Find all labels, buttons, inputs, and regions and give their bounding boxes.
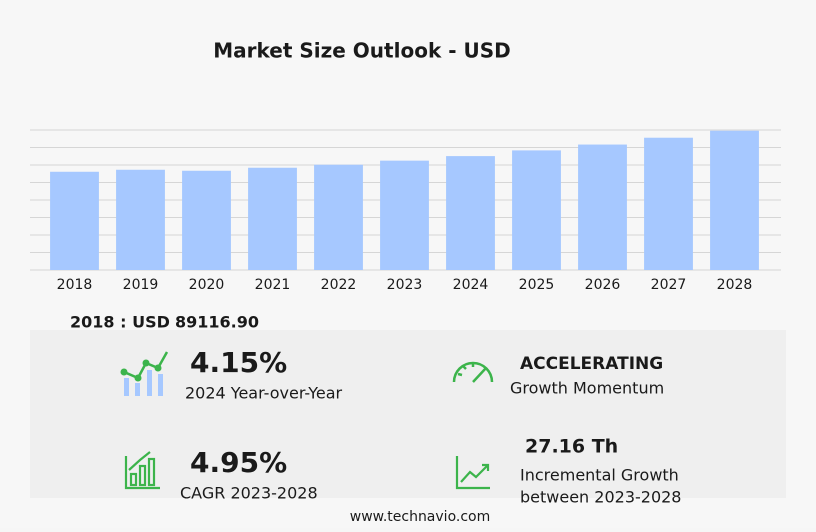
kpi-label: Incremental Growth <box>520 466 679 485</box>
x-tick-label: 2019 <box>123 277 159 293</box>
bar <box>446 156 495 270</box>
highlight-label: 2018 : USD <box>70 313 170 332</box>
bar <box>710 130 759 270</box>
x-tick-label: 2021 <box>255 277 291 293</box>
kpi-panel <box>30 330 786 498</box>
kpi-value: 4.15% <box>190 346 287 379</box>
x-tick-label: 2023 <box>387 277 423 293</box>
footer: www.technavio.com <box>350 509 491 525</box>
bar <box>182 170 231 270</box>
bar <box>50 171 99 270</box>
bar <box>248 167 297 270</box>
kpi-value: 4.95% <box>190 446 287 479</box>
chart-title: Market Size Outlook - USD <box>213 39 510 63</box>
highlight-value: 89116.90 <box>175 313 259 332</box>
kpi-label: 2024 Year-over-Year <box>185 384 343 403</box>
x-tick-label: 2027 <box>651 277 687 293</box>
x-tick-label: 2018 <box>57 277 93 293</box>
yoy-icon <box>120 351 169 396</box>
bar <box>116 169 165 270</box>
kpi-value: ACCELERATING <box>520 354 663 374</box>
bar <box>512 150 561 270</box>
kpi-label: between 2023-2028 <box>520 488 681 507</box>
bar <box>578 144 627 270</box>
x-tick-label: 2026 <box>585 277 621 293</box>
x-tick-label: 2025 <box>519 277 555 293</box>
momentum-icon <box>452 361 494 383</box>
kpi-value: 27.16 Th <box>525 436 618 458</box>
cagr-icon <box>124 451 160 490</box>
bar <box>380 160 429 270</box>
kpi-label: Growth Momentum <box>510 379 664 398</box>
x-tick-label: 2022 <box>321 277 357 293</box>
x-tick-label: 2020 <box>189 277 225 293</box>
bar <box>314 164 363 270</box>
x-tick-label: 2024 <box>453 277 489 293</box>
bar <box>644 137 693 270</box>
kpi-label: CAGR 2023-2028 <box>180 484 318 503</box>
x-tick-label: 2028 <box>717 277 753 293</box>
growth-icon <box>455 456 490 490</box>
